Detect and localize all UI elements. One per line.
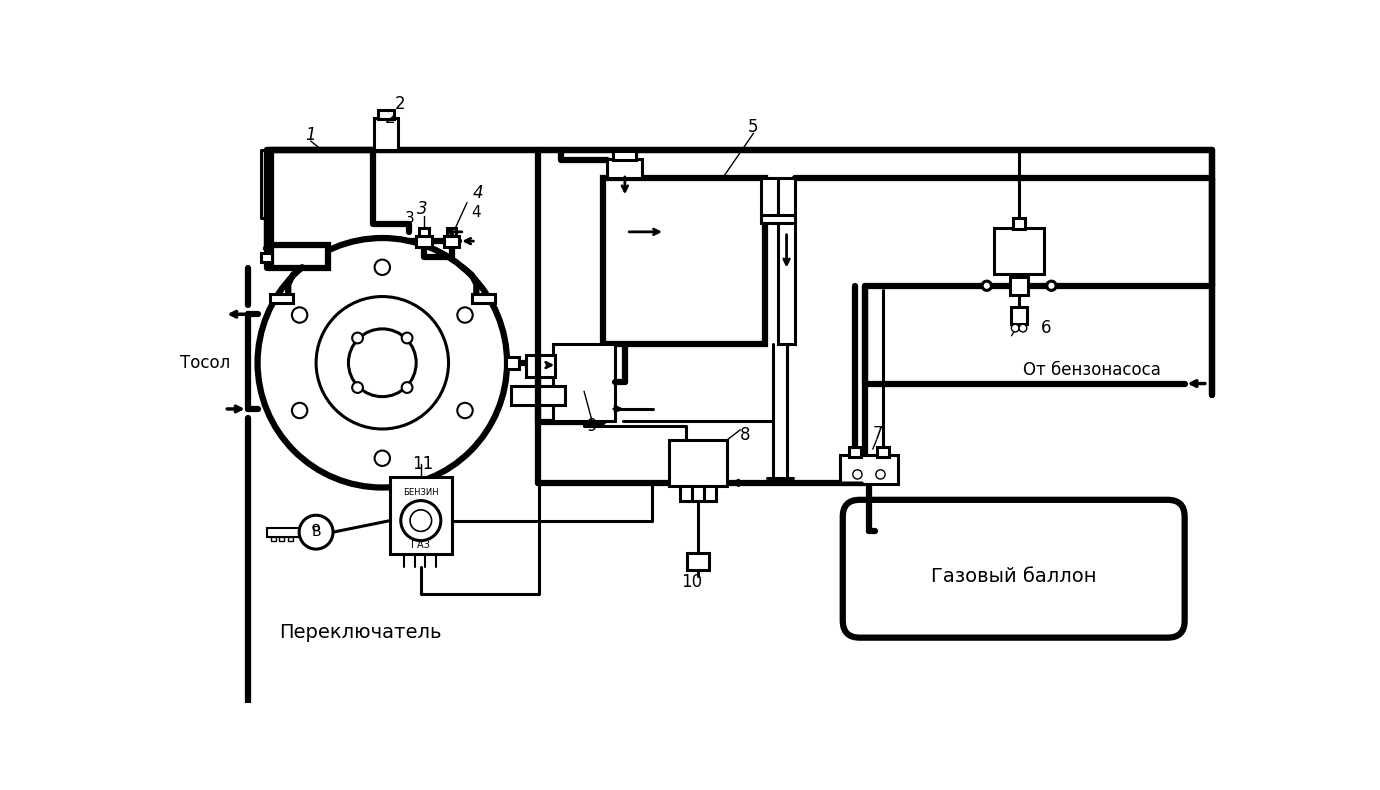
- Circle shape: [293, 307, 308, 323]
- Bar: [839, 455, 898, 484]
- Circle shape: [299, 515, 333, 549]
- Text: 2: 2: [386, 109, 397, 127]
- Bar: [270, 245, 328, 268]
- Text: 4: 4: [472, 205, 482, 220]
- Bar: [687, 553, 709, 570]
- Bar: [995, 228, 1043, 274]
- Bar: [444, 235, 460, 247]
- Text: Газовый баллон: Газовый баллон: [932, 566, 1097, 585]
- Bar: [1012, 307, 1027, 324]
- Bar: [391, 477, 451, 555]
- Bar: [762, 178, 778, 216]
- Text: 1: 1: [305, 126, 316, 144]
- Circle shape: [457, 307, 473, 323]
- Bar: [272, 536, 276, 541]
- Text: БЕНЗИН: БЕНЗИН: [403, 488, 439, 498]
- Text: 8: 8: [740, 426, 751, 444]
- Circle shape: [352, 333, 363, 344]
- Circle shape: [348, 329, 417, 397]
- Circle shape: [983, 281, 991, 291]
- Circle shape: [258, 238, 506, 487]
- Text: 4: 4: [472, 184, 483, 202]
- Bar: [472, 294, 495, 303]
- Circle shape: [402, 382, 413, 393]
- Circle shape: [1012, 324, 1018, 332]
- Text: 5: 5: [748, 118, 759, 136]
- Circle shape: [316, 296, 448, 429]
- Bar: [526, 355, 555, 377]
- Circle shape: [352, 382, 363, 393]
- Bar: [849, 447, 861, 457]
- Circle shape: [293, 403, 308, 418]
- Text: 3: 3: [406, 211, 415, 226]
- Circle shape: [457, 403, 473, 418]
- Bar: [447, 228, 457, 235]
- Text: Тосол: Тосол: [179, 354, 230, 372]
- Bar: [505, 356, 519, 369]
- Text: От бензонасоса: От бензонасоса: [1023, 362, 1161, 379]
- Bar: [669, 440, 727, 486]
- Bar: [1010, 276, 1028, 295]
- Bar: [679, 486, 691, 502]
- Bar: [762, 215, 795, 223]
- Text: 11: 11: [411, 455, 433, 473]
- Bar: [417, 235, 432, 247]
- Circle shape: [1018, 324, 1027, 332]
- Text: 3: 3: [417, 200, 428, 218]
- Bar: [279, 536, 284, 541]
- Bar: [511, 386, 564, 405]
- Bar: [876, 447, 889, 457]
- FancyBboxPatch shape: [843, 500, 1184, 638]
- Bar: [704, 486, 716, 502]
- Bar: [288, 536, 293, 541]
- Text: Переключатель: Переключатель: [280, 623, 442, 641]
- Bar: [269, 294, 293, 303]
- Circle shape: [410, 510, 432, 532]
- Text: 6: 6: [1041, 319, 1052, 337]
- Circle shape: [313, 525, 319, 531]
- Text: 10: 10: [682, 574, 702, 591]
- Circle shape: [400, 501, 440, 540]
- Bar: [378, 110, 393, 119]
- Bar: [603, 178, 765, 344]
- Bar: [1013, 218, 1025, 229]
- Bar: [553, 344, 615, 420]
- Bar: [613, 151, 636, 160]
- Text: 7: 7: [874, 424, 883, 442]
- Bar: [266, 528, 305, 536]
- Bar: [778, 178, 795, 344]
- Bar: [261, 253, 272, 262]
- Circle shape: [853, 470, 862, 479]
- Circle shape: [374, 260, 391, 275]
- Circle shape: [374, 450, 391, 466]
- Circle shape: [1047, 281, 1056, 291]
- Text: ГАЗ: ГАЗ: [411, 540, 431, 551]
- Circle shape: [876, 470, 885, 479]
- Text: В: В: [312, 525, 322, 539]
- Text: 9: 9: [586, 417, 598, 435]
- Bar: [607, 159, 642, 178]
- Bar: [374, 118, 399, 150]
- Circle shape: [402, 333, 413, 344]
- Bar: [420, 228, 429, 235]
- Text: 2: 2: [395, 95, 406, 113]
